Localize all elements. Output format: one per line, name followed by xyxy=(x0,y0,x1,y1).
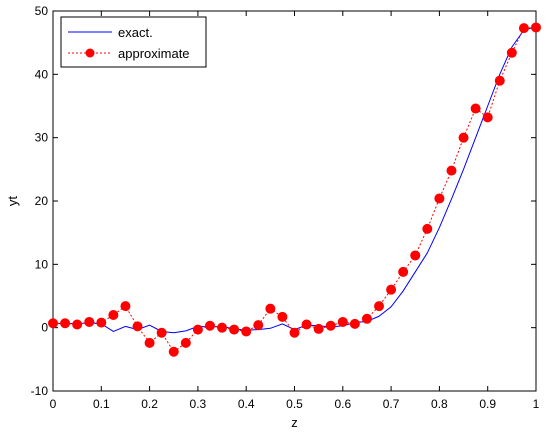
data-point-approximate xyxy=(120,301,131,312)
data-point-approximate xyxy=(204,320,215,331)
data-point-approximate xyxy=(84,316,95,327)
data-point-approximate xyxy=(229,324,240,335)
legend-entry-exact: exact. xyxy=(118,25,153,40)
data-point-approximate xyxy=(361,313,372,324)
data-point-approximate xyxy=(458,132,469,143)
x-tick-label: 0.9 xyxy=(479,397,496,411)
data-point-approximate xyxy=(470,103,481,114)
data-point-approximate xyxy=(108,310,119,320)
data-point-approximate xyxy=(374,301,385,312)
x-tick-label: 0.2 xyxy=(141,397,158,411)
data-point-approximate xyxy=(96,317,107,328)
y-tick-label: 10 xyxy=(35,257,49,271)
data-point-approximate xyxy=(156,327,167,338)
data-point-approximate xyxy=(349,318,360,329)
data-point-approximate xyxy=(265,303,276,314)
data-point-approximate xyxy=(506,47,517,58)
y-axis-label: yt xyxy=(5,196,20,207)
data-point-approximate xyxy=(410,250,421,261)
data-point-approximate xyxy=(217,322,228,333)
data-point-approximate xyxy=(313,323,324,334)
data-point-approximate xyxy=(48,318,58,329)
y-tick-label: 20 xyxy=(35,194,49,208)
x-tick-label: 0.4 xyxy=(238,397,255,411)
data-point-approximate xyxy=(132,321,143,332)
x-tick-label: 0.1 xyxy=(93,397,110,411)
data-point-approximate xyxy=(386,284,397,295)
data-point-approximate xyxy=(434,193,445,204)
x-tick-label: 0 xyxy=(50,397,57,411)
x-tick-label: 0.7 xyxy=(383,397,400,411)
data-point-approximate xyxy=(60,318,71,329)
data-point-approximate xyxy=(531,22,541,33)
data-point-approximate xyxy=(337,316,348,327)
y-tick-label: 0 xyxy=(41,321,48,335)
x-tick-label: 0.3 xyxy=(190,397,207,411)
x-tick-label: 0.8 xyxy=(431,397,448,411)
series-line-approximate xyxy=(53,26,537,353)
y-tick-label: -10 xyxy=(31,384,49,398)
data-point-approximate xyxy=(144,337,155,348)
data-point-approximate xyxy=(289,327,300,338)
x-tick-label: 0.5 xyxy=(286,397,303,411)
series-layer xyxy=(48,22,541,357)
data-point-approximate xyxy=(241,326,252,337)
legend: exact. approximate xyxy=(60,16,207,68)
data-point-approximate xyxy=(168,346,179,357)
y-tick-label: 50 xyxy=(35,4,49,18)
data-point-approximate xyxy=(518,23,529,34)
axis-ticks: 0 0.1 0.2 0.3 0.4 0.5 0.6 0.7 0.8 0.9 1-1001020304… xyxy=(31,4,540,411)
data-point-approximate xyxy=(482,112,493,123)
data-point-approximate xyxy=(422,223,433,234)
y-tick-label: 40 xyxy=(35,67,49,81)
legend-entry-approximate: approximate xyxy=(118,46,190,61)
data-point-approximate xyxy=(325,320,336,331)
data-point-approximate xyxy=(398,266,409,277)
legend-box xyxy=(60,16,207,68)
x-tick-label: 0.6 xyxy=(334,397,351,411)
y-tick-label: 30 xyxy=(35,131,49,145)
data-point-approximate xyxy=(494,75,505,86)
x-tick-label: 1 xyxy=(533,397,540,411)
legend-marker-approximate xyxy=(85,48,95,58)
data-point-approximate xyxy=(180,337,191,348)
data-point-approximate xyxy=(446,165,457,176)
data-point-approximate xyxy=(301,319,312,330)
data-point-approximate xyxy=(277,311,288,322)
data-point-approximate xyxy=(253,320,264,331)
data-point-approximate xyxy=(72,319,83,330)
data-point-approximate xyxy=(192,324,203,335)
x-axis-label: z xyxy=(291,415,298,430)
